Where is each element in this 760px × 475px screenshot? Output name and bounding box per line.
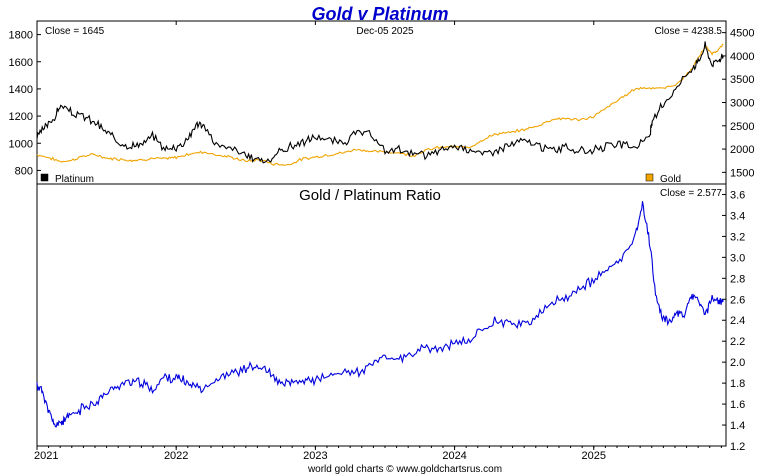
right-tick-label-2500: 2500 [730,121,754,133]
left-tick-label-1000: 1000 [9,138,33,150]
ratio-line [36,201,724,428]
ratio-tick-label-2.6: 2.6 [730,294,745,306]
ratio-tick-label-2.4: 2.4 [730,315,745,327]
ratio-tick-label-1.8: 1.8 [730,378,745,390]
gold-legend-swatch [645,173,654,182]
chart-footer: world gold charts © www.goldchartsrus.co… [307,464,502,475]
platinum-price-line [36,41,724,164]
right-tick-label-3500: 3500 [730,74,754,86]
right-tick-label-2000: 2000 [730,144,754,156]
close-gold-label: Close = 4238.5 [654,26,722,37]
left-tick-label-1600: 1600 [9,57,33,69]
chart-date-label: Dec-05 2025 [356,26,414,37]
x-tick-label-2021: 2021 [34,450,58,462]
left-tick-label-1400: 1400 [9,84,33,96]
chart-title: Gold v Platinum [311,4,448,24]
ratio-close-label: Close = 2.577 [660,188,722,199]
right-tick-label-3000: 3000 [730,98,754,110]
ratio-tick-label-2.8: 2.8 [730,273,745,285]
x-tick-label-2023: 2023 [303,450,327,462]
left-tick-label-800: 800 [15,165,33,177]
ratio-tick-label-3.0: 3.0 [730,252,745,264]
right-tick-label-4000: 4000 [730,51,754,63]
ratio-panel-title: Gold / Platinum Ratio [299,187,441,204]
ratio-tick-label-1.6: 1.6 [730,399,745,411]
ratio-tick-label-1.4: 1.4 [730,420,745,432]
ratio-tick-label-1.2: 1.2 [730,441,745,453]
gold-legend-label: Gold [660,174,681,185]
ratio-tick-label-3.4: 3.4 [730,210,745,222]
x-tick-label-2025: 2025 [582,450,606,462]
ratio-tick-label-3.2: 3.2 [730,231,745,243]
right-tick-label-4500: 4500 [730,28,754,40]
left-tick-label-1200: 1200 [9,111,33,123]
ratio-tick-label-2.0: 2.0 [730,357,745,369]
platinum-legend-label: Platinum [55,174,94,185]
platinum-legend-swatch [40,173,49,182]
ratio-tick-label-3.6: 3.6 [730,189,745,201]
x-tick-label-2024: 2024 [442,450,466,462]
left-tick-label-1800: 1800 [9,30,33,42]
close-platinum-label: Close = 1645 [45,26,105,37]
ratio-tick-label-2.2: 2.2 [730,336,745,348]
bottom-panel-frame [36,183,727,447]
x-tick-label-2022: 2022 [164,450,188,462]
right-tick-label-1500: 1500 [730,167,754,179]
